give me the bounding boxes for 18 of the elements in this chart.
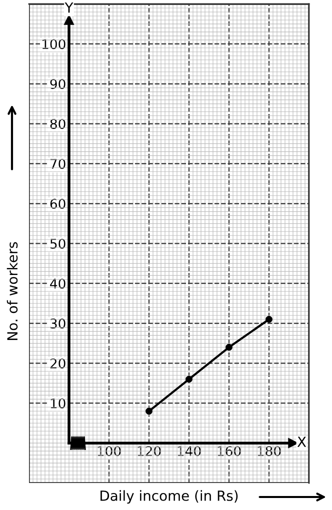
y-tick-label: 50 [50,238,66,249]
x-axis-title: Daily income (in Rs) [100,490,238,504]
x-tick-label: 140 [178,446,201,456]
annotation: Y [64,2,74,13]
x-tick-label: 120 [138,446,161,456]
x-tick-label: 160 [218,446,241,456]
y-tick-label: 100 [42,39,66,50]
y-tick-label: 40 [50,278,66,289]
point [186,376,192,383]
y-tick-label: 60 [50,198,66,209]
point [146,408,152,415]
x-tick-label: 180 [258,446,281,456]
y-axis-title: No. of workers [6,242,18,340]
y-tick-label: 90 [50,79,66,90]
point [266,316,272,323]
x-tick-label: 100 [98,446,121,456]
annotation: X [297,436,306,447]
point [226,344,232,351]
